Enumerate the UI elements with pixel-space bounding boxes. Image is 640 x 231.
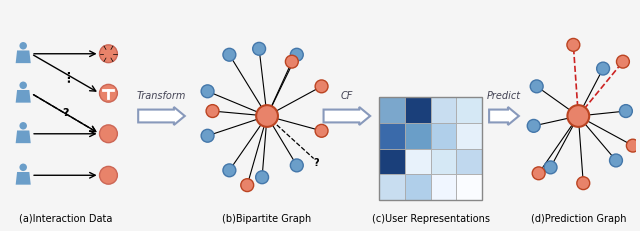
Bar — [379, 97, 405, 123]
Circle shape — [19, 82, 27, 89]
Text: (b)Bipartite Graph: (b)Bipartite Graph — [223, 214, 312, 224]
Bar — [405, 149, 431, 174]
Circle shape — [577, 177, 589, 190]
Bar — [456, 97, 482, 123]
Circle shape — [568, 105, 589, 127]
Circle shape — [627, 139, 639, 152]
Text: Transform: Transform — [136, 91, 186, 101]
Circle shape — [291, 159, 303, 172]
Circle shape — [223, 164, 236, 177]
Text: ?: ? — [63, 108, 69, 118]
Circle shape — [567, 38, 580, 51]
Bar — [405, 123, 431, 149]
FancyArrow shape — [138, 107, 185, 125]
Circle shape — [255, 171, 269, 184]
Bar — [431, 123, 456, 149]
Polygon shape — [15, 90, 31, 103]
Bar — [431, 97, 456, 123]
Polygon shape — [15, 131, 31, 143]
Bar — [456, 174, 482, 200]
Bar — [431, 149, 456, 174]
Bar — [379, 149, 405, 174]
FancyArrow shape — [324, 107, 370, 125]
Text: (d)Prediction Graph: (d)Prediction Graph — [531, 214, 626, 224]
Bar — [456, 123, 482, 149]
Circle shape — [253, 43, 266, 55]
Circle shape — [291, 48, 303, 61]
Bar — [456, 149, 482, 174]
Text: CF: CF — [340, 91, 353, 101]
Circle shape — [527, 119, 540, 132]
Text: ...: ... — [60, 67, 72, 82]
Circle shape — [596, 62, 609, 75]
Circle shape — [256, 105, 278, 127]
Circle shape — [616, 55, 629, 68]
Circle shape — [241, 179, 253, 191]
Bar — [379, 123, 405, 149]
Polygon shape — [15, 50, 31, 63]
Circle shape — [19, 164, 27, 171]
Circle shape — [19, 42, 27, 49]
Circle shape — [315, 80, 328, 93]
Circle shape — [206, 105, 219, 118]
Circle shape — [223, 48, 236, 61]
Circle shape — [620, 105, 632, 118]
Circle shape — [201, 85, 214, 98]
Circle shape — [100, 84, 117, 102]
Circle shape — [100, 125, 117, 143]
Text: (c)User Representations: (c)User Representations — [372, 214, 490, 224]
Bar — [379, 97, 482, 200]
Circle shape — [609, 154, 623, 167]
Circle shape — [315, 124, 328, 137]
Circle shape — [201, 129, 214, 142]
FancyArrow shape — [489, 107, 519, 125]
Circle shape — [530, 80, 543, 93]
Bar — [431, 174, 456, 200]
Circle shape — [544, 161, 557, 174]
Circle shape — [100, 166, 117, 184]
Circle shape — [19, 122, 27, 130]
Circle shape — [532, 167, 545, 180]
Text: ?: ? — [314, 158, 319, 168]
Circle shape — [285, 55, 298, 68]
Bar — [405, 97, 431, 123]
Bar — [379, 174, 405, 200]
Bar — [405, 174, 431, 200]
Text: (a)Interaction Data: (a)Interaction Data — [19, 214, 113, 224]
Text: Predict: Predict — [487, 91, 521, 101]
Polygon shape — [15, 172, 31, 185]
Circle shape — [100, 45, 117, 63]
